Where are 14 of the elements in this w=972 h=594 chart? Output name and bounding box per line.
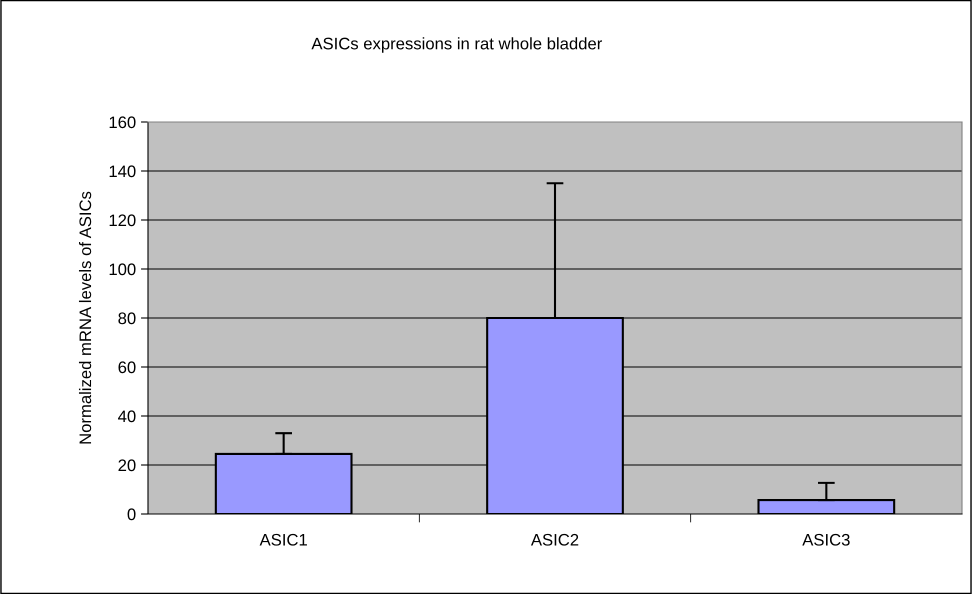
x-tick-label: ASIC2 bbox=[530, 534, 578, 546]
y-tick-label: 100 bbox=[110, 263, 136, 276]
y-tick-label: 80 bbox=[118, 312, 136, 324]
y-tick-label: 140 bbox=[110, 165, 136, 178]
chart-title: ASICs expressions in rat whole bladder bbox=[311, 37, 602, 53]
x-tick-label: ASIC1 bbox=[260, 534, 307, 546]
x-tick-label: ASIC3 bbox=[802, 534, 850, 546]
y-axis-title: Normalized mRNA levels of ASICs bbox=[78, 192, 92, 444]
y-tick-label: 60 bbox=[118, 361, 136, 374]
y-tick-label: 40 bbox=[118, 410, 136, 422]
y-tick-label: 160 bbox=[110, 116, 136, 128]
y-tick-label: 20 bbox=[118, 459, 136, 472]
y-tick-label: 120 bbox=[110, 214, 136, 226]
y-tick-label: 0 bbox=[128, 508, 136, 520]
